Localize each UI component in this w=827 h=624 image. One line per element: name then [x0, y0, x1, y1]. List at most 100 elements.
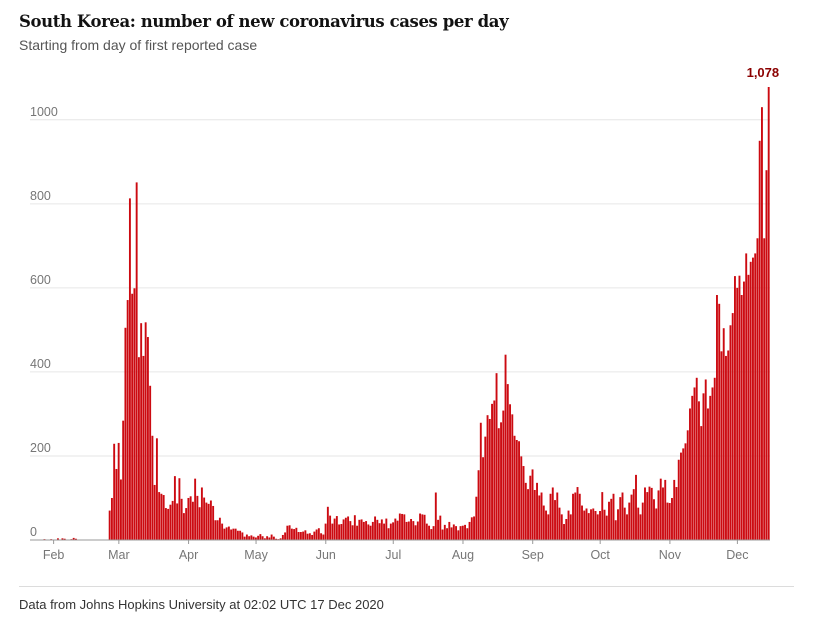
bar	[614, 520, 617, 540]
bar	[707, 408, 709, 540]
y-tick-label: 400	[30, 357, 51, 371]
bar	[171, 500, 174, 540]
bar	[358, 519, 361, 540]
bar	[187, 497, 190, 540]
bar	[612, 493, 615, 540]
bar	[412, 521, 415, 540]
bar	[482, 457, 484, 540]
bar	[592, 508, 595, 540]
bar	[250, 535, 253, 540]
footer-divider	[19, 586, 794, 587]
bar	[155, 438, 158, 540]
bar	[763, 238, 766, 540]
bar	[720, 351, 723, 540]
bar	[324, 523, 327, 540]
bar	[209, 500, 212, 540]
x-tick-label: Nov	[659, 548, 682, 562]
bar	[587, 513, 590, 540]
bar	[383, 523, 386, 540]
bar	[495, 373, 498, 540]
bar	[302, 531, 305, 540]
bar	[709, 395, 712, 540]
bar	[752, 257, 754, 540]
y-tick-label: 0	[30, 525, 37, 539]
bar	[144, 322, 147, 540]
bar	[448, 521, 451, 540]
bar	[599, 511, 601, 540]
x-tick-label: May	[244, 548, 268, 562]
bar	[371, 521, 374, 540]
source-note: Data from Johns Hopkins University at 02…	[19, 597, 384, 612]
bar	[389, 523, 392, 540]
bar	[477, 470, 480, 540]
bar	[205, 502, 208, 540]
bar	[464, 524, 466, 540]
bar	[137, 357, 140, 540]
bar	[511, 414, 514, 540]
bar	[423, 514, 426, 540]
bar	[536, 482, 538, 540]
bar	[594, 511, 597, 540]
bar	[160, 493, 163, 540]
bar	[56, 538, 59, 540]
bar	[272, 536, 275, 540]
y-tick-label: 800	[30, 189, 51, 203]
bar	[632, 489, 635, 540]
bar	[293, 529, 296, 540]
bar	[567, 510, 570, 540]
bar	[446, 528, 449, 540]
bar	[749, 261, 752, 540]
bar	[434, 492, 437, 540]
bar	[259, 534, 262, 540]
bar	[684, 443, 687, 540]
bar	[189, 496, 192, 540]
bar	[360, 519, 363, 540]
bar	[545, 510, 547, 540]
bar	[207, 503, 210, 540]
bar	[574, 492, 577, 540]
bars	[30, 87, 770, 541]
bar	[151, 435, 154, 540]
x-tick-label: Jun	[316, 548, 336, 562]
bar	[304, 530, 307, 540]
bar	[194, 478, 197, 540]
bar	[549, 493, 552, 540]
bar	[524, 482, 527, 540]
bar	[261, 536, 264, 540]
bar	[497, 428, 500, 540]
bar	[468, 521, 471, 540]
bar	[542, 505, 545, 540]
bar	[218, 517, 221, 540]
bar	[329, 515, 332, 540]
bar	[322, 534, 325, 540]
bar	[554, 500, 556, 540]
bar	[196, 495, 199, 540]
bar	[700, 426, 703, 540]
bar	[664, 479, 667, 540]
bar	[61, 538, 64, 540]
bar	[263, 538, 266, 540]
bar	[522, 466, 525, 540]
bar	[493, 400, 496, 540]
bar	[74, 538, 77, 540]
bar	[504, 354, 507, 540]
bar	[459, 526, 462, 540]
bar	[677, 459, 680, 540]
bar	[182, 513, 185, 540]
bar	[479, 422, 482, 540]
bar	[639, 514, 642, 540]
bar	[722, 328, 725, 540]
bar	[443, 524, 446, 540]
bar	[72, 537, 75, 540]
bar	[767, 87, 770, 540]
bar	[653, 499, 655, 540]
bar	[533, 489, 536, 540]
bar	[576, 487, 579, 540]
bar	[236, 530, 239, 540]
bar	[230, 529, 233, 540]
bar	[686, 430, 689, 540]
bar	[200, 487, 203, 540]
bar	[146, 337, 149, 540]
bar	[745, 253, 748, 540]
bar	[680, 452, 682, 540]
